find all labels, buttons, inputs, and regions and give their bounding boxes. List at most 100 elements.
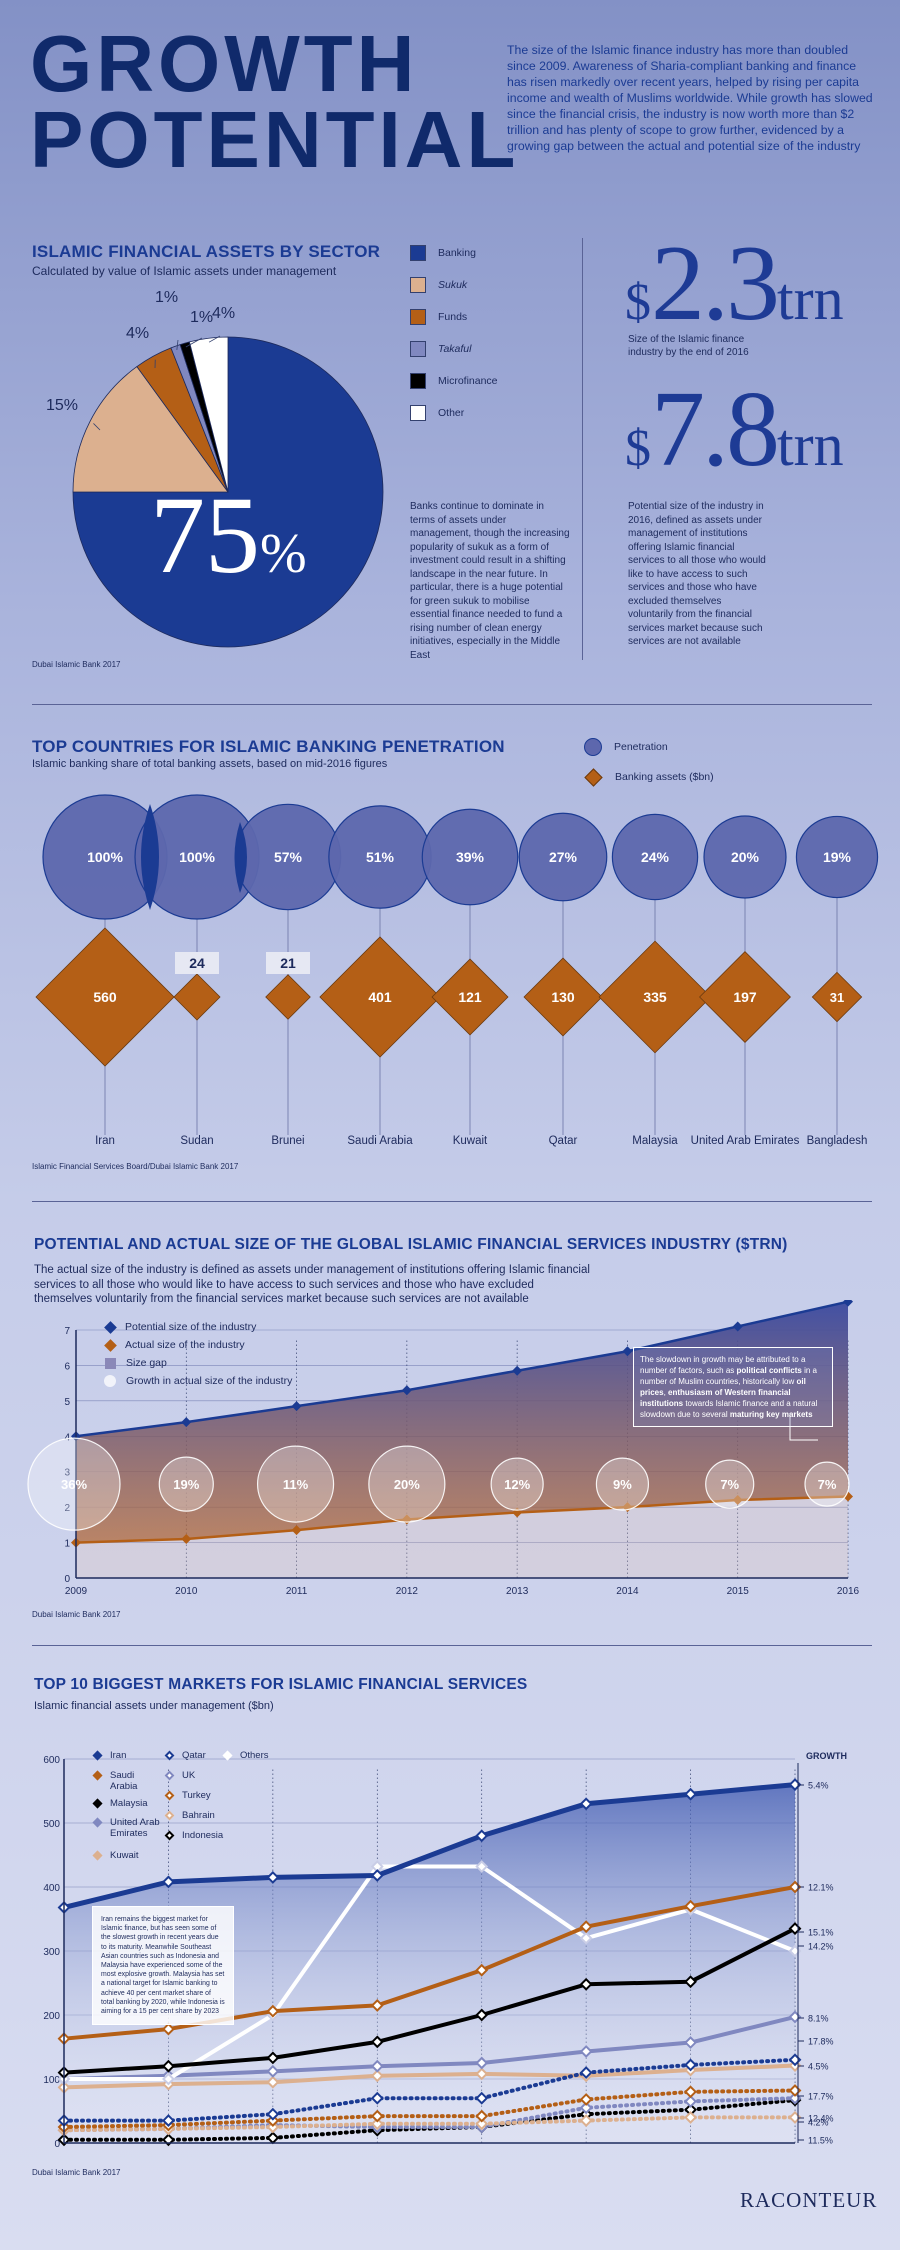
potential-line-marker [622,1346,633,1357]
legend-swatch-other [410,405,426,421]
assets-label: 560 [93,989,117,1005]
actual-line-marker [291,1525,302,1536]
penetration-label: 20% [731,849,760,865]
assets-diamond-1 [173,973,221,1021]
legend-label: Kuwait [110,1850,139,1861]
legend-label: Actual size of the industry [125,1339,245,1351]
series-line-saudi-arabia [63,1885,796,2041]
series-marker-others [162,2072,175,2086]
series-marker-united-arab-emirates [266,2064,280,2078]
legend-label: Qatar [182,1750,206,1761]
bubble-overlap [234,822,247,893]
growth-value: 12.4% [808,2114,834,2124]
series-marker-iran [162,1875,175,1889]
assets-label-box [175,952,219,974]
y-tick-label: 4 [64,1432,70,1443]
potential-chart: 0 1 2 3 4 5 6 7 2009 2010 2011 2012 2013 2014 2015 2016… [27,1300,860,1597]
legend-actual: Actual size of the industry [104,1336,292,1354]
growth-value: 4.2% [808,2118,829,2128]
y-tick-label: 2 [64,1503,70,1514]
x-tick-label: 2010 [175,1586,198,1597]
y-tick-label: 1 [64,1539,70,1550]
penetration-bubble-8 [795,815,879,899]
country-label: Sudan [180,1135,213,1147]
y-tick-label: 200 [43,2011,60,2022]
penetration-label: 27% [549,849,578,865]
note-part: in a number of Muslim countries, histori… [640,1366,817,1386]
series-marker-turkey [684,2085,697,2099]
growth-value: 8.1% [808,2014,829,2024]
series-marker-bahrain [475,2117,489,2131]
actual-line-marker [181,1534,192,1545]
markets-note: Iran remains the biggest market for Isla… [92,1906,234,2026]
pie-slice-label: 15% [46,397,78,414]
markets-title: TOP 10 BIGGEST MARKETS FOR ISLAMIC FINAN… [34,1676,528,1693]
legend-sukuk: Sukuk [410,276,570,294]
series-marker-qatar [579,2066,593,2080]
legend-item-indonesia: Indonesia [164,1830,224,1841]
potential-source: Dubai Islamic Bank 2017 [32,1610,121,1619]
assets-label: 24 [189,955,205,971]
series-marker-united-arab-emirates [370,2059,384,2073]
series-marker-malaysia [162,2059,175,2073]
series-marker-others [475,1860,489,1873]
stat-1-value: 2.3 [651,224,780,343]
x-tick-label: 2016 [837,1586,860,1597]
penetration-icon [584,738,602,756]
series-marker-turkey [475,2109,489,2123]
divider-1 [32,704,872,705]
series-line-iran [63,1782,796,1910]
pie-slice-label: 1% [155,289,178,306]
growth-value: 14.2% [808,1942,834,1952]
legend-item-iran: Iran [92,1750,152,1761]
series-line-malaysia [63,1926,796,2075]
x-tick-label: 2013 [506,1586,529,1597]
series-marker-saudi-arabia [684,1899,697,1913]
y-tick-label: 5 [64,1397,70,1408]
legend-label: Other [438,407,465,419]
stat-2-unit: trn [777,412,844,478]
penetration-label: 100% [87,849,123,865]
growth-label: 20% [394,1477,420,1492]
bubble-overlap [141,804,159,910]
pie-leader-line [208,335,221,343]
legend-item-united-arab-emirates: United Arab Emirates [92,1817,162,1839]
pie-slice-label: 4% [212,305,235,322]
assets-diamond-5 [523,957,603,1037]
legend-takaful: Takaful [410,340,570,358]
series-marker-saudi-arabia [475,1963,489,1977]
series-marker-saudi-arabia [579,1920,593,1934]
legend-diamond-icon [164,1770,175,1781]
assets-label: 197 [733,989,757,1005]
pie-leader-line [93,423,101,431]
legend-label: Saudi Arabia [110,1770,138,1792]
penetration-label: 57% [274,849,303,865]
legend-item-kuwait: Kuwait [92,1850,152,1861]
legend-penetration-label: Penetration [614,741,668,753]
potential-line-marker [512,1365,523,1376]
stat-1-unit: trn [777,266,844,332]
assets-label: 335 [643,989,667,1005]
series-marker-turkey [370,2109,384,2123]
series-marker-saudi-arabia [162,2022,175,2036]
country-label: Saudi Arabia [347,1135,413,1147]
sector-source: Dubai Islamic Bank 2017 [32,660,121,669]
note-part: , [663,1388,669,1397]
series-marker-malaysia [684,1975,697,1989]
legend-swatch-sukuk [410,277,426,293]
legend-item-bahrain: Bahrain [164,1810,224,1821]
potential-line-marker [181,1417,192,1428]
y-tick-label: 600 [43,1755,60,1766]
growth-value: 11.5% [808,2136,833,2146]
countries-subtitle: Islamic banking share of total banking a… [32,758,388,770]
growth-value: 12.1% [808,1883,834,1893]
legend-diamond-icon [92,1798,103,1809]
actual-line-marker [732,1495,743,1506]
pie-leader-line [176,339,179,350]
legend-label: Iran [110,1750,127,1761]
legend-swatch-takaful [410,341,426,357]
potential-line-marker [732,1321,743,1332]
stat-1-dollar: $ [625,274,651,331]
growth-label: 12% [504,1477,530,1492]
countries-source: Islamic Financial Services Board/Dubai I… [32,1162,239,1171]
